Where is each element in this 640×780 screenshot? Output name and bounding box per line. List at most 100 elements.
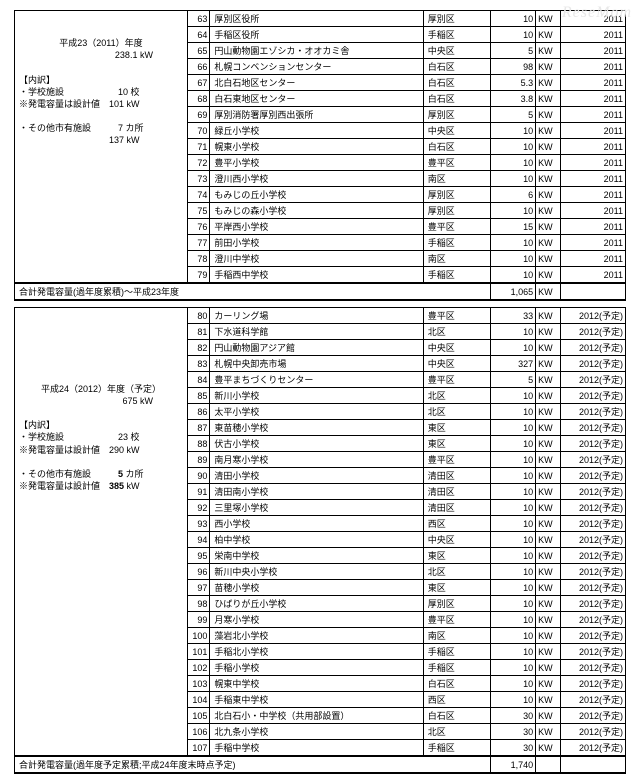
ward: 清田区 (423, 484, 490, 500)
ward: 白石区 (423, 75, 490, 91)
unit: KW (536, 155, 561, 171)
unit: KW (536, 500, 561, 516)
ward: 白石区 (423, 59, 490, 75)
capacity-kw: 10 (491, 628, 536, 644)
capacity-kw: 10 (491, 340, 536, 356)
capacity-kw: 10 (491, 676, 536, 692)
unit: KW (536, 308, 561, 324)
year: 2012(予定) (560, 692, 625, 708)
row-number: 73 (187, 171, 209, 187)
facility-name: 藻岩北小学校 (210, 628, 423, 644)
capacity-kw: 6 (491, 187, 536, 203)
unit: KW (536, 628, 561, 644)
capacity-kw: 10 (491, 500, 536, 516)
facility-name: 手稲区役所 (210, 27, 423, 43)
capacity-kw: 10 (491, 267, 536, 284)
unit: KW (536, 123, 561, 139)
unit: KW (536, 724, 561, 740)
year: 2012(予定) (560, 468, 625, 484)
year: 2012(予定) (560, 628, 625, 644)
row-number: 85 (187, 388, 209, 404)
unit: KW (536, 580, 561, 596)
capacity-kw: 327 (491, 356, 536, 372)
unit: KW (536, 388, 561, 404)
row-number: 98 (187, 596, 209, 612)
facility-name: 手稲東中学校 (210, 692, 423, 708)
row-number: 101 (187, 644, 209, 660)
row-number: 81 (187, 324, 209, 340)
year: 2012(予定) (560, 420, 625, 436)
row-number: 97 (187, 580, 209, 596)
unit: KW (536, 660, 561, 676)
facility-name: 北白石小・中学校（共用部設置） (210, 708, 423, 724)
row-number: 67 (187, 75, 209, 91)
row-number: 95 (187, 548, 209, 564)
row-number: 75 (187, 203, 209, 219)
year: 2011 (560, 27, 625, 43)
year: 2011 (560, 267, 625, 284)
capacity-kw: 30 (491, 724, 536, 740)
capacity-kw: 30 (491, 740, 536, 757)
total-value: 1,065 (491, 283, 536, 300)
capacity-kw: 10 (491, 139, 536, 155)
capacity-kw: 10 (491, 660, 536, 676)
facility-name: 平岸西小学校 (210, 219, 423, 235)
facility-name: 澄川中学校 (210, 251, 423, 267)
facility-name: 東苗穂小学校 (210, 420, 423, 436)
capacity-kw: 10 (491, 171, 536, 187)
capacity-kw: 5.3 (491, 75, 536, 91)
year: 2012(予定) (560, 340, 625, 356)
ward: 白石区 (423, 708, 490, 724)
year: 2011 (560, 155, 625, 171)
unit: KW (536, 564, 561, 580)
ward: 東区 (423, 436, 490, 452)
unit: KW (536, 27, 561, 43)
unit: KW (536, 340, 561, 356)
ward: 南区 (423, 251, 490, 267)
row-number: 89 (187, 452, 209, 468)
unit: KW (536, 91, 561, 107)
row-number: 87 (187, 420, 209, 436)
year: 2012(予定) (560, 564, 625, 580)
ward: 中央区 (423, 532, 490, 548)
unit: KW (536, 740, 561, 757)
facility-name: 厚別区役所 (210, 11, 423, 27)
ward: 白石区 (423, 91, 490, 107)
row-number: 99 (187, 612, 209, 628)
unit: KW (536, 532, 561, 548)
capacity-kw: 10 (491, 235, 536, 251)
year: 2011 (560, 75, 625, 91)
facility-name: 南月寒小学校 (210, 452, 423, 468)
capacity-kw: 5 (491, 107, 536, 123)
year: 2011 (560, 91, 625, 107)
ward: 清田区 (423, 500, 490, 516)
unit: KW (536, 452, 561, 468)
ward: 東区 (423, 548, 490, 564)
capacity-kw: 5 (491, 43, 536, 59)
capacity-kw: 3.8 (491, 91, 536, 107)
total-blank (560, 283, 625, 300)
row-number: 64 (187, 27, 209, 43)
capacity-kw: 15 (491, 219, 536, 235)
unit: KW (536, 372, 561, 388)
facility-name: 厚別消防署厚別西出張所 (210, 107, 423, 123)
total-label: 合計発電容量(過年度予定累積;平成24年度末時点予定) (15, 756, 491, 773)
unit: KW (536, 43, 561, 59)
year: 2012(予定) (560, 644, 625, 660)
year: 2011 (560, 139, 625, 155)
row-number: 80 (187, 308, 209, 324)
unit: KW (536, 324, 561, 340)
facility-name: 伏古小学校 (210, 436, 423, 452)
row-number: 107 (187, 740, 209, 757)
table-row: 平成24（2012）年度（予定）675 kW【内訳】・学校施設 23 校※発電容… (15, 308, 626, 324)
row-number: 94 (187, 532, 209, 548)
year: 2012(予定) (560, 660, 625, 676)
facility-name: 緑丘小学校 (210, 123, 423, 139)
capacity-kw: 10 (491, 155, 536, 171)
unit: KW (536, 203, 561, 219)
unit: KW (536, 75, 561, 91)
total-value: 1,740 (491, 756, 536, 773)
ward: 手稲区 (423, 644, 490, 660)
year: 2012(予定) (560, 388, 625, 404)
ward: 西区 (423, 516, 490, 532)
